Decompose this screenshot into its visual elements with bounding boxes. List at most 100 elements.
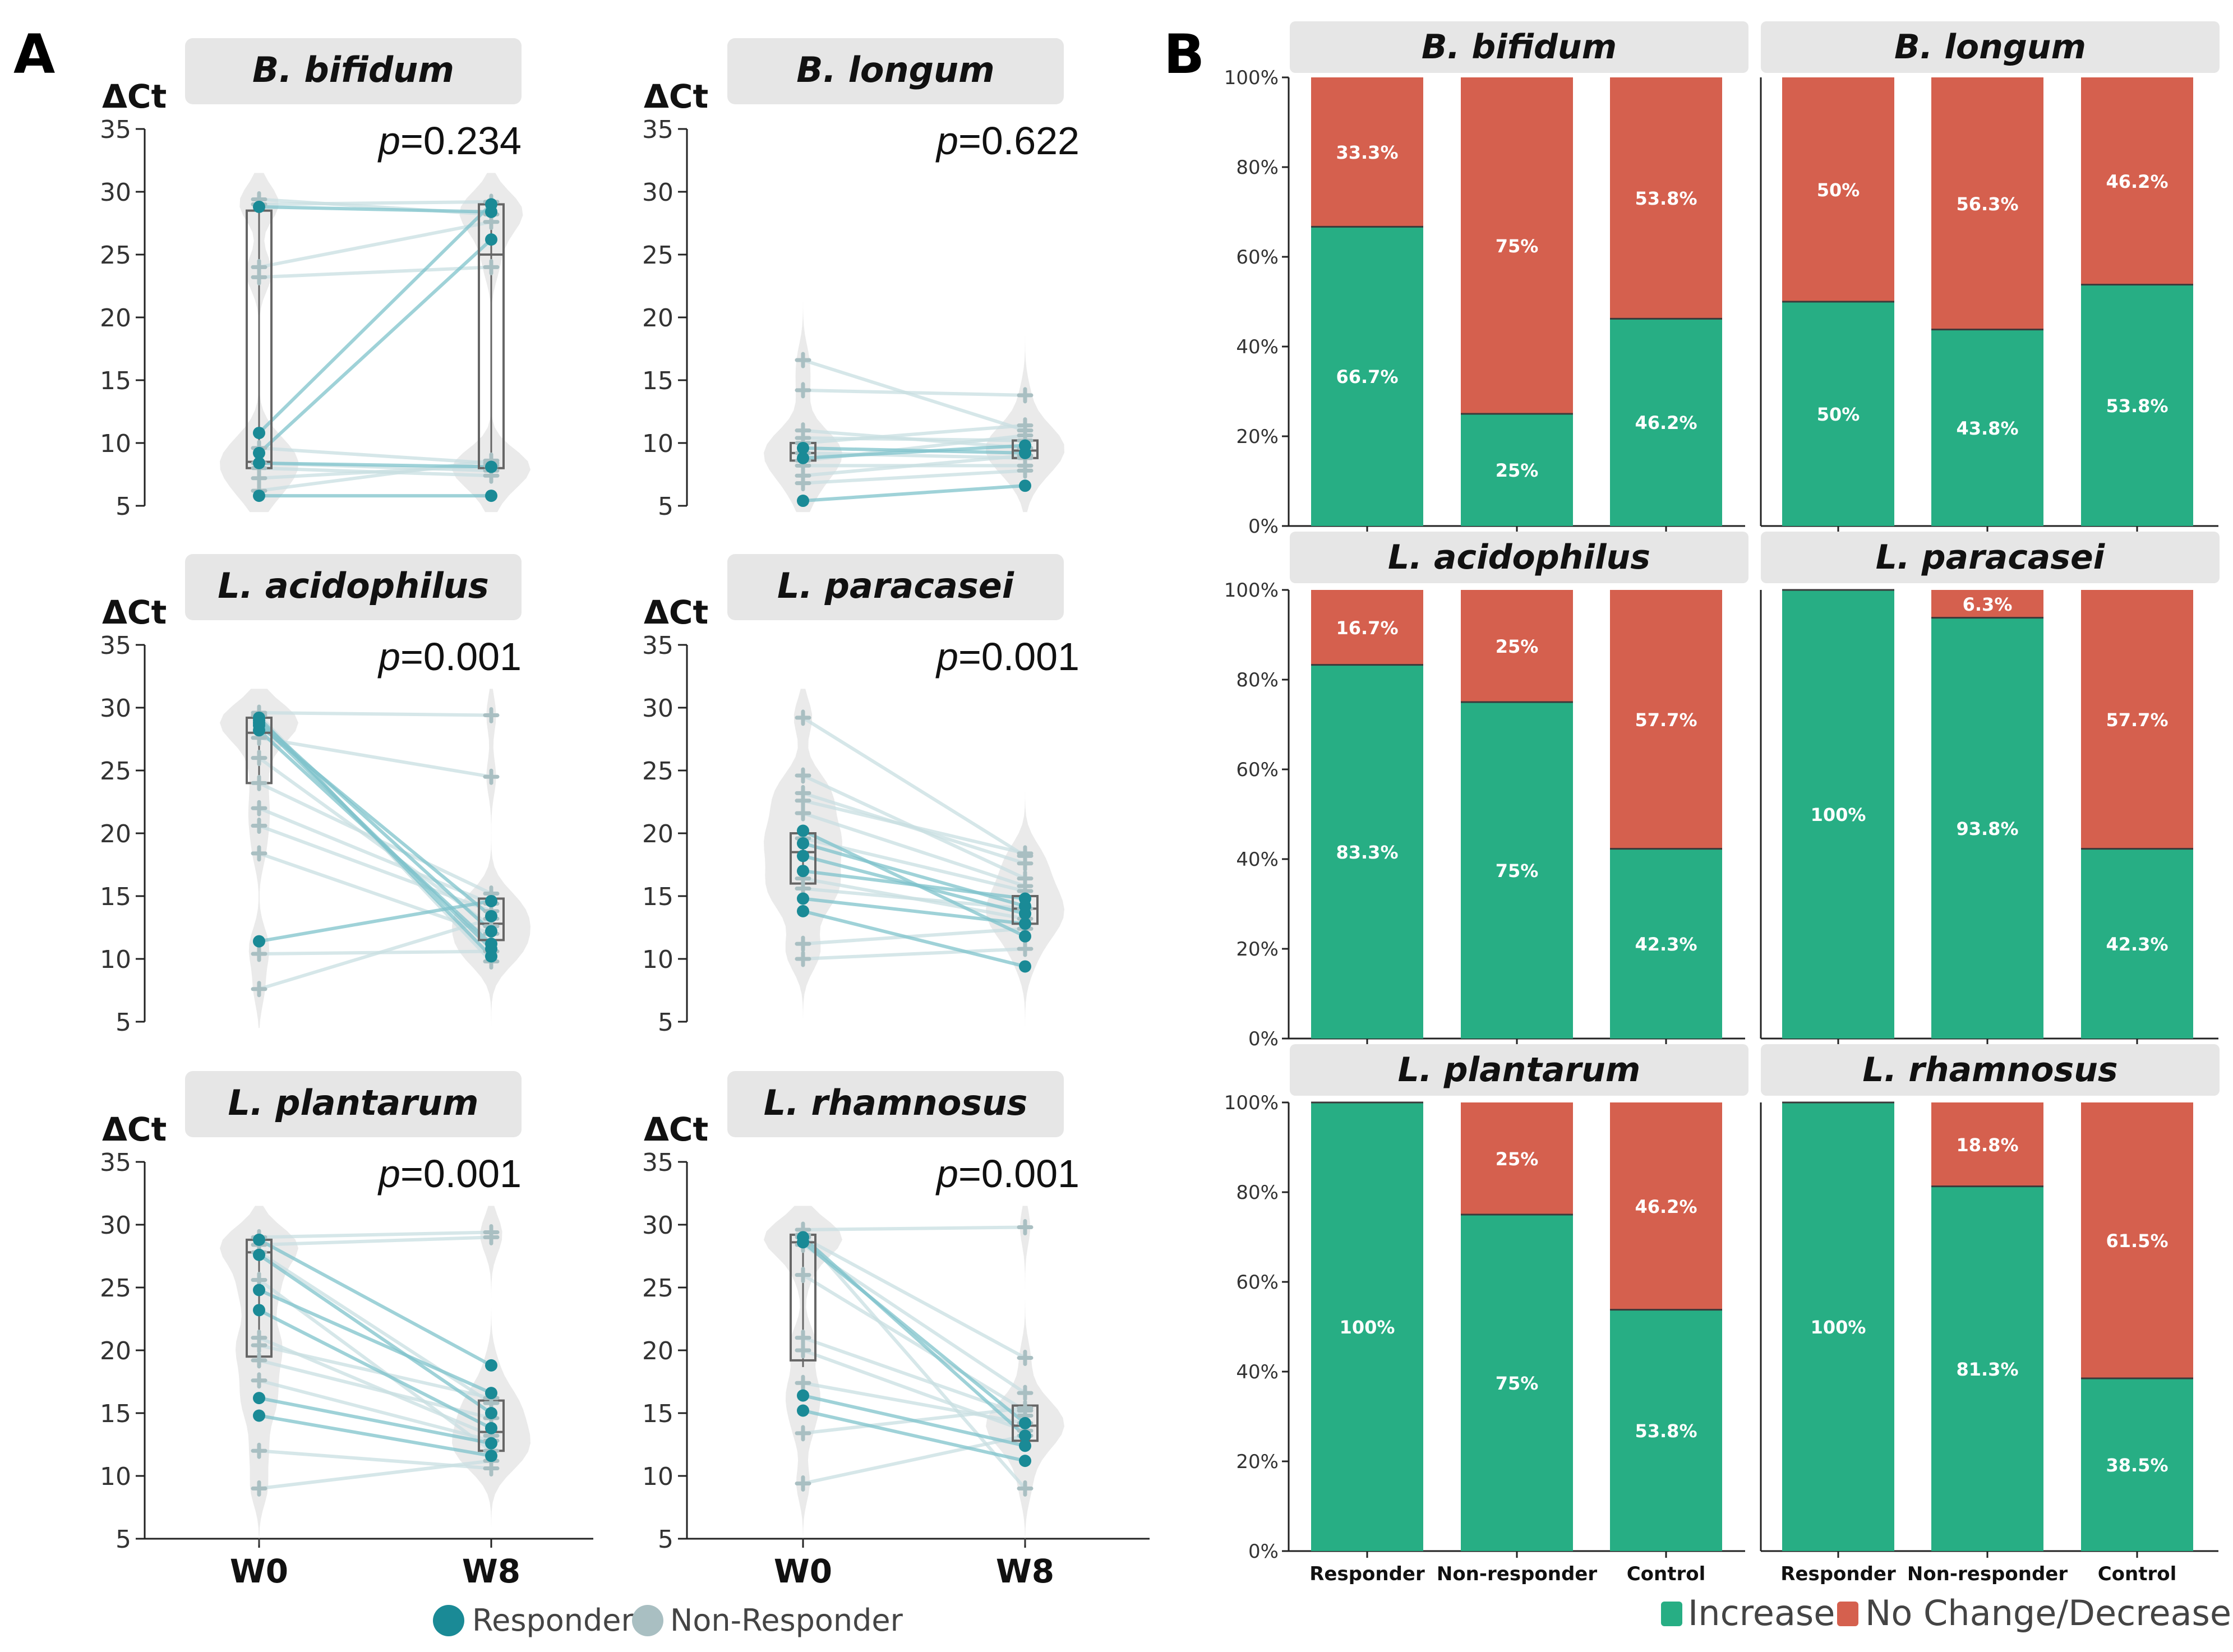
y-tick-label: 20% xyxy=(1236,426,1279,448)
bar-label-decrease: 57.7% xyxy=(1635,709,1697,731)
bar-increase-responder xyxy=(1782,590,1894,1039)
point-responder-w0 xyxy=(797,1389,809,1402)
point-responder-w0 xyxy=(253,1248,265,1261)
panel-label-a: A xyxy=(13,23,55,86)
point-responder-w8 xyxy=(485,1422,497,1434)
bar-label-increase: 75% xyxy=(1496,860,1539,882)
y-tick-label: 30 xyxy=(100,178,131,207)
bar-increase-control xyxy=(2081,848,2193,1039)
y-axis-label: ΔCt xyxy=(102,1110,167,1148)
point-responder-w8 xyxy=(1019,960,1031,973)
violin-chart-l-acidophilus: L. acidophilus ΔCt p=0.001 5 10 15 20 25 30 35 xyxy=(100,554,530,1037)
y-tick-label: 25 xyxy=(642,757,673,786)
point-nonresponder-w0 xyxy=(795,1475,811,1492)
facet-title: L. paracasei xyxy=(1876,538,2106,577)
p-value: p=0.622 xyxy=(935,119,1079,163)
point-nonresponder-w0 xyxy=(251,945,267,962)
point-nonresponder-w0 xyxy=(251,1442,267,1459)
point-nonresponder-w0 xyxy=(795,935,811,952)
paired-line-nonresponder xyxy=(802,1235,1026,1360)
bar-chart-b-longum: B. longum 50% 50% 43.8% 56.3% 53.8% 46.2% xyxy=(1760,21,2220,533)
bar-chart-l-acidophilus: L. acidophilus 0% 20% 40% 60% 80% 100% 83.3% 16.… xyxy=(1224,532,1748,1050)
p-value-symbol: p xyxy=(935,119,958,163)
x-tick-label: Responder xyxy=(1309,1563,1425,1585)
y-tick-label: 80% xyxy=(1236,156,1279,179)
bar-decrease-non-responder xyxy=(1931,1102,2043,1187)
bar-increase-control xyxy=(2081,284,2193,526)
y-tick-label: 10 xyxy=(100,945,131,974)
facet-title: B. bifidum xyxy=(1422,27,1617,67)
point-responder-w8 xyxy=(1019,1429,1031,1442)
violin-chart-b-bifidum: B. bifidum ΔCt p=0.234 5 10 15 20 25 30 35 xyxy=(100,38,530,521)
paired-line-nonresponder xyxy=(259,1344,492,1400)
y-tick-label: 30 xyxy=(642,1211,673,1240)
p-value-number: =0.001 xyxy=(958,635,1079,679)
bar-label-decrease: 46.2% xyxy=(1635,1196,1697,1217)
legend-marker-responder xyxy=(433,1605,464,1636)
y-tick-label: 25 xyxy=(100,241,131,270)
bar-decrease-non-responder xyxy=(1931,590,2043,618)
bar-chart-l-paracasei: L. paracasei 100% 93.8% 6.3% 42.3% 57.7% xyxy=(1760,532,2220,1045)
bar-increase-non-responder xyxy=(1931,617,2043,1039)
bar-increase-responder xyxy=(1311,665,1423,1039)
legend-responder-status: Responder Non-Responder xyxy=(433,1603,903,1638)
paired-line-nonresponder xyxy=(259,466,492,478)
bar-increase-non-responder xyxy=(1461,1215,1573,1551)
violin-w8 xyxy=(986,1206,1064,1545)
point-nonresponder-w8 xyxy=(1017,1480,1034,1497)
paired-line-responder xyxy=(802,1236,1026,1437)
p-value-symbol: p xyxy=(935,635,958,679)
bar-label-increase: 100% xyxy=(1811,1317,1866,1338)
point-responder-w8 xyxy=(485,1387,497,1400)
p-value-number: =0.001 xyxy=(400,1152,522,1196)
point-responder-w8 xyxy=(485,1359,497,1372)
point-nonresponder-w8 xyxy=(483,707,500,723)
point-responder-w0 xyxy=(253,1304,265,1317)
violin-chart-l-paracasei: L. paracasei ΔCt p=0.001 5 10 15 20 25 30 35 xyxy=(642,554,1079,1037)
bar-decrease-responder xyxy=(1311,77,1423,227)
point-nonresponder-w0 xyxy=(251,981,267,998)
y-tick-label: 5 xyxy=(658,1008,673,1037)
y-tick-label: 35 xyxy=(100,1148,131,1177)
point-responder-w0 xyxy=(253,456,265,469)
point-responder-w8 xyxy=(485,233,497,246)
point-responder-w0 xyxy=(797,824,809,837)
y-tick-label: 30 xyxy=(100,1211,131,1240)
point-nonresponder-w0 xyxy=(251,800,267,816)
y-tick-label: 60% xyxy=(1236,1271,1279,1294)
paired-line-nonresponder xyxy=(801,1233,1027,1490)
y-tick-label: 35 xyxy=(100,116,131,144)
facet-strip xyxy=(185,554,522,620)
point-responder-w8 xyxy=(485,925,497,938)
point-responder-w8 xyxy=(485,910,497,922)
point-nonresponder-w8 xyxy=(483,1229,500,1245)
paired-line-nonresponder xyxy=(259,1230,492,1239)
paired-line-nonresponder xyxy=(802,454,1026,478)
p-value: p=0.001 xyxy=(377,635,522,679)
y-tick-label: 25 xyxy=(100,757,131,786)
paired-line-nonresponder xyxy=(802,799,1026,855)
bar-increase-control xyxy=(2081,1378,2193,1551)
bar-decrease-non-responder xyxy=(1461,77,1573,414)
paired-line-nonresponder xyxy=(259,265,492,279)
point-nonresponder-w0 xyxy=(795,352,811,368)
bar-label-decrease: 53.8% xyxy=(1635,188,1697,209)
point-nonresponder-w0 xyxy=(795,805,811,822)
y-tick-label: 5 xyxy=(658,492,673,521)
point-nonresponder-w0 xyxy=(795,382,811,399)
panel-b-stacked-bar-charts: B. bifidum 0% 20% 40% 60% 80% 100% 66.7% 33.3% 25… xyxy=(1224,21,2220,1585)
bar-label-increase: 75% xyxy=(1496,1373,1539,1394)
paired-line-responder xyxy=(802,1393,1026,1448)
y-tick-label: 60% xyxy=(1236,246,1279,269)
bar-label-decrease: 57.7% xyxy=(2106,709,2168,731)
y-axis-label: ΔCt xyxy=(644,1110,708,1148)
paired-line-nonresponder xyxy=(802,423,1026,445)
bar-label-increase: 100% xyxy=(1811,804,1866,825)
paired-line-responder xyxy=(258,1253,492,1415)
point-nonresponder-w0 xyxy=(251,1372,267,1389)
point-nonresponder-w0 xyxy=(795,1330,811,1346)
bar-label-increase: 66.7% xyxy=(1336,366,1398,387)
y-axis-label: ΔCt xyxy=(644,77,708,116)
point-responder-w8 xyxy=(1019,1455,1031,1468)
